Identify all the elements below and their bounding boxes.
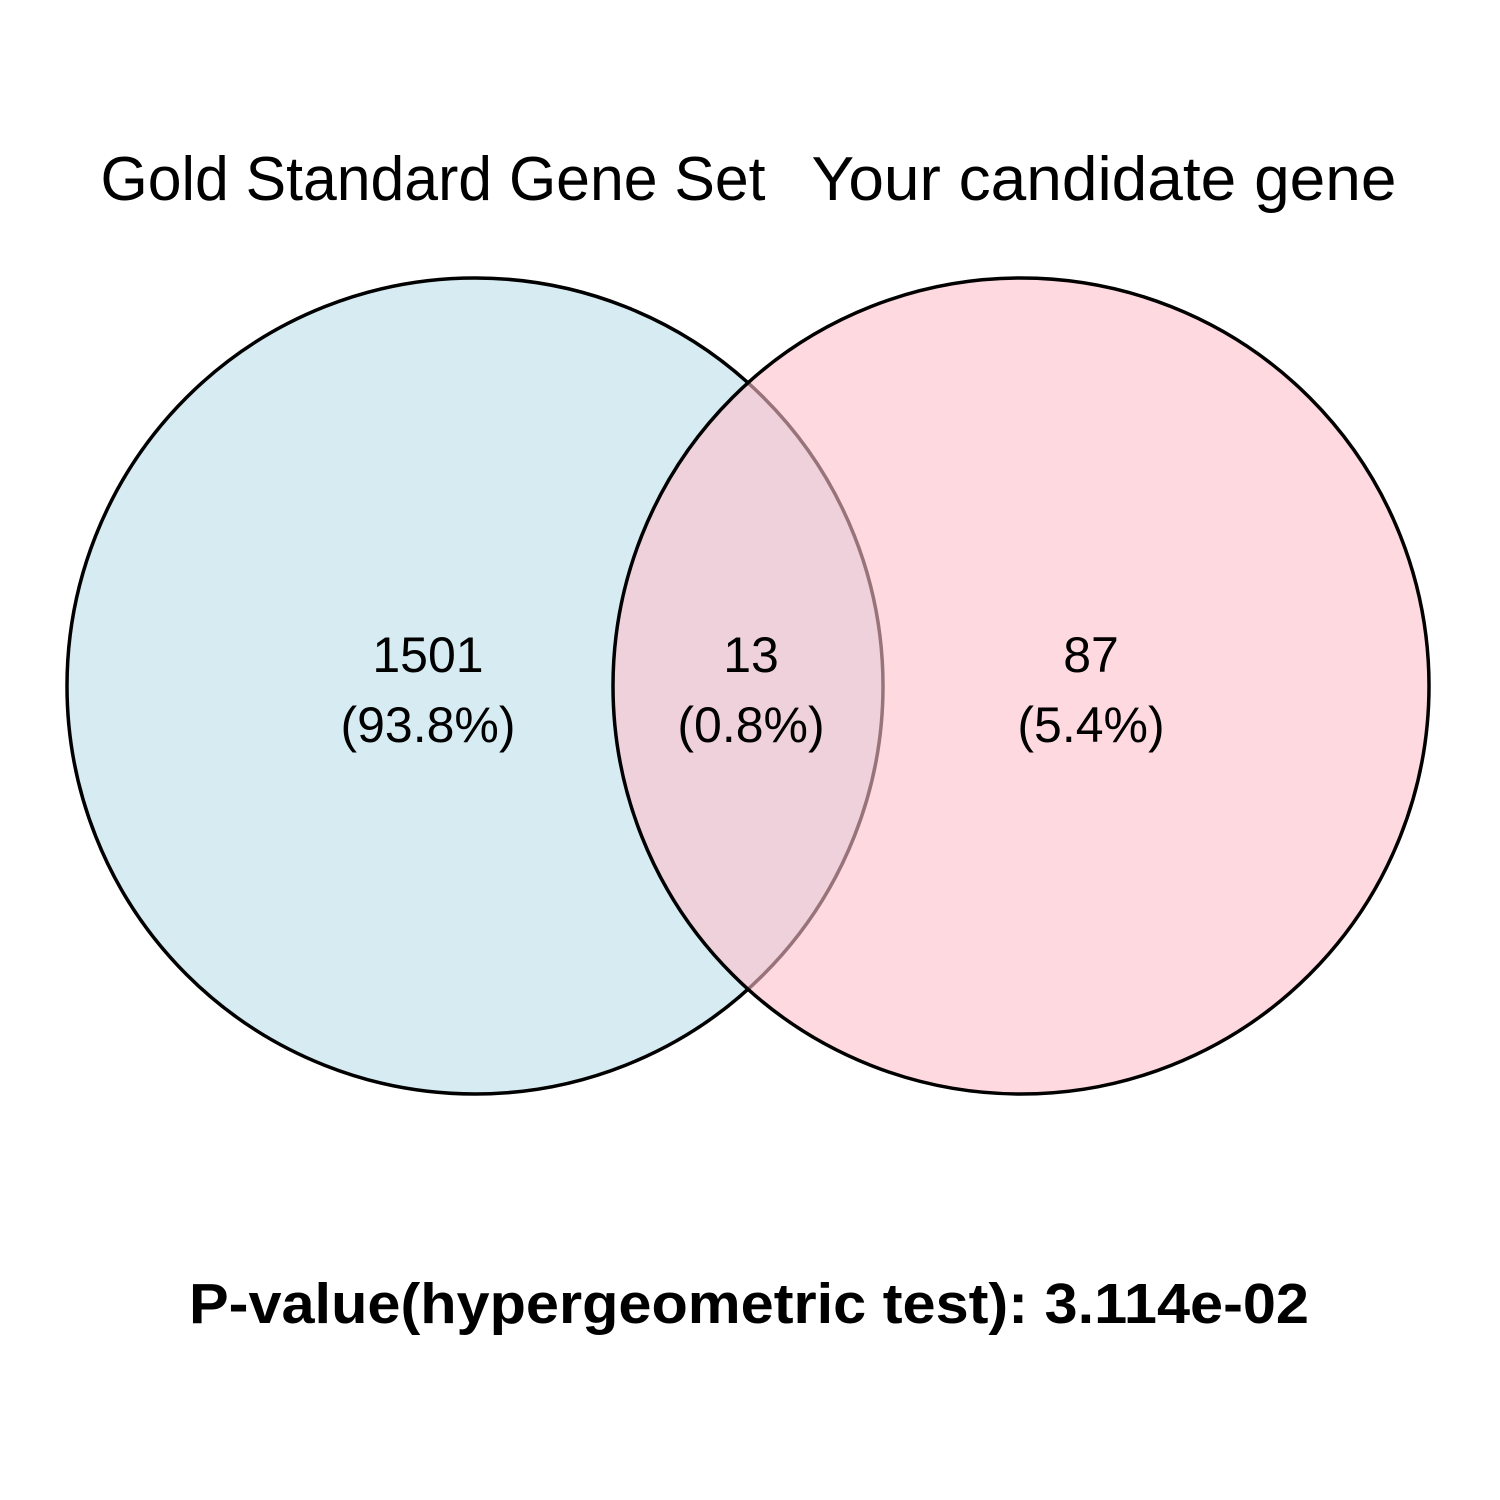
intersection-percent: (0.8%)	[677, 697, 824, 753]
right-region-percent: (5.4%)	[1017, 697, 1164, 753]
right-region-count: 87	[1063, 627, 1119, 683]
p-value-annotation: P-value(hypergeometric test): 3.114e-02	[189, 1272, 1309, 1336]
intersection-count: 13	[723, 627, 779, 683]
left-region-count: 1501	[372, 627, 483, 683]
left-region-percent: (93.8%)	[340, 697, 515, 753]
right-circle	[611, 276, 1431, 1096]
left-set-title: Gold Standard Gene Set	[101, 145, 766, 214]
right-set-title: Your candidate gene	[812, 145, 1397, 214]
